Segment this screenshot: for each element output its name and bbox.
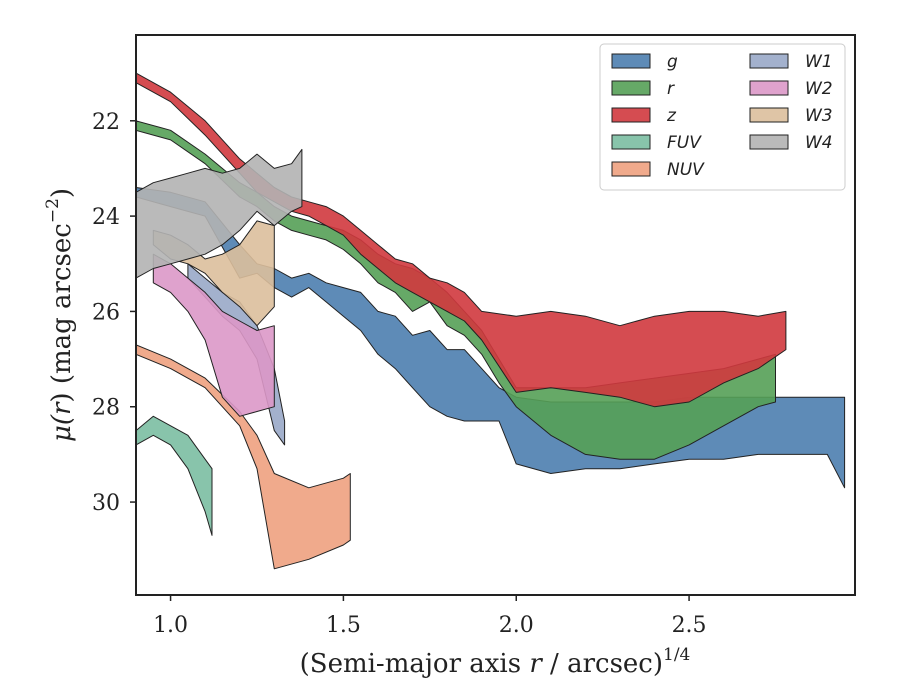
series-band-w4 — [136, 148, 303, 279]
legend-swatch-w3 — [749, 107, 789, 123]
x-axis-title: (Semi-major axis r / arcsec)1/4 — [300, 645, 691, 679]
legend: grz FUV NUV W1 W2 W3 W4 — [599, 43, 846, 191]
plot-frame — [135, 34, 856, 596]
legend-label-nuv: NUV — [667, 160, 705, 180]
series-band-fuv — [136, 415, 213, 536]
legend-label-w3: W3 — [805, 106, 833, 126]
legend-swatch-nuv — [611, 161, 651, 177]
x-tick-label: 2.0 — [499, 613, 534, 638]
series-band-z — [136, 72, 787, 408]
plot-area — [136, 72, 846, 570]
legend-label-g: g — [667, 52, 678, 72]
y-tick-label: 30 — [92, 491, 120, 516]
legend-label-r: r — [667, 79, 675, 99]
x-tick-label: 1.5 — [326, 613, 361, 638]
x-tick-label: 1.0 — [153, 613, 188, 638]
y-tick-label: 26 — [92, 300, 120, 325]
legend-swatch-w2 — [749, 80, 789, 96]
y-tick-label: 28 — [92, 396, 120, 421]
legend-swatch-fuv — [611, 134, 651, 150]
legend-swatch-g — [611, 53, 651, 69]
axes: 1.0 1.5 2.0 2.5 22 24 26 28 30 — [92, 34, 856, 638]
y-tick-label: 24 — [92, 205, 120, 230]
x-tick-label: 2.5 — [672, 613, 707, 638]
legend-swatch-r — [611, 80, 651, 96]
legend-label-w4: W4 — [805, 133, 833, 153]
legend-label-w1: W1 — [805, 52, 833, 72]
legend-label-w2: W2 — [805, 79, 833, 99]
legend-swatch-w4 — [749, 134, 789, 150]
y-tick-label: 22 — [92, 110, 120, 135]
series-band-w2 — [152, 253, 275, 417]
y-axis-title: μ(r) (mag arcsec−2) — [43, 188, 77, 442]
legend-swatch-w1 — [749, 53, 789, 69]
legend-swatch-z — [611, 107, 651, 123]
legend-label-z: z — [666, 106, 677, 126]
legend-label-fuv: FUV — [667, 133, 702, 153]
